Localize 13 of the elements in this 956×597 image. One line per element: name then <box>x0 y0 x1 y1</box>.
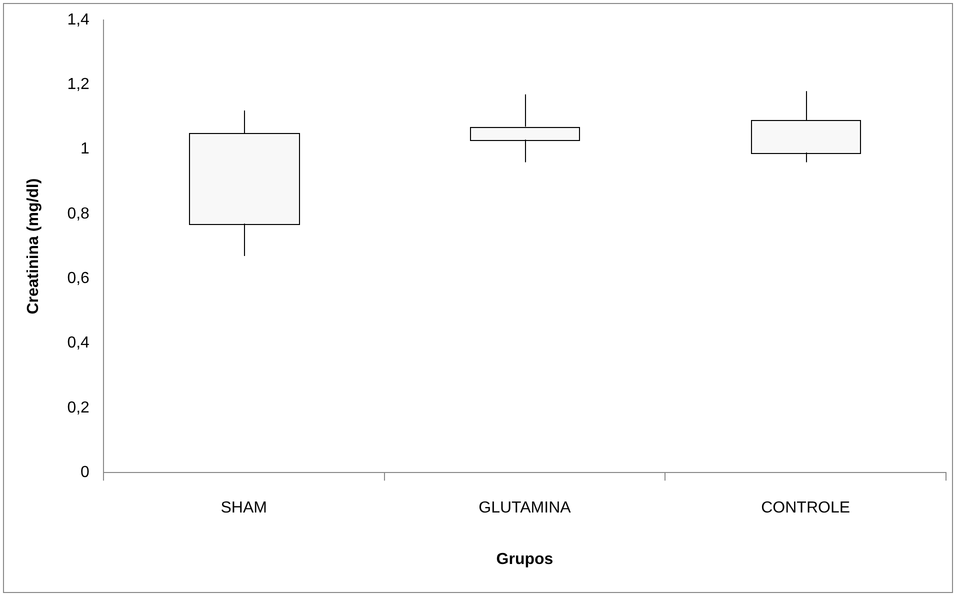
y-tick-label: 0,8 <box>67 205 90 222</box>
x-axis-title: Grupos <box>496 550 554 568</box>
y-tick-label: 1,4 <box>67 11 90 28</box>
y-tick-label: 0,2 <box>67 399 90 416</box>
x-tick-label: SHAM <box>220 500 267 517</box>
y-tick-label: 0 <box>80 464 90 482</box>
x-tick-label: GLUTAMINA <box>478 500 572 517</box>
y-tick-label: 1 <box>80 140 90 158</box>
y-axis-title: Creatinina (mg/dl) <box>25 178 42 314</box>
x-tick-label: CONTROLE <box>761 500 850 517</box>
y-tick-label: 0,4 <box>67 334 90 352</box>
y-tick-label: 1,2 <box>67 76 90 94</box>
y-tick-label: 0,6 <box>67 270 90 288</box>
